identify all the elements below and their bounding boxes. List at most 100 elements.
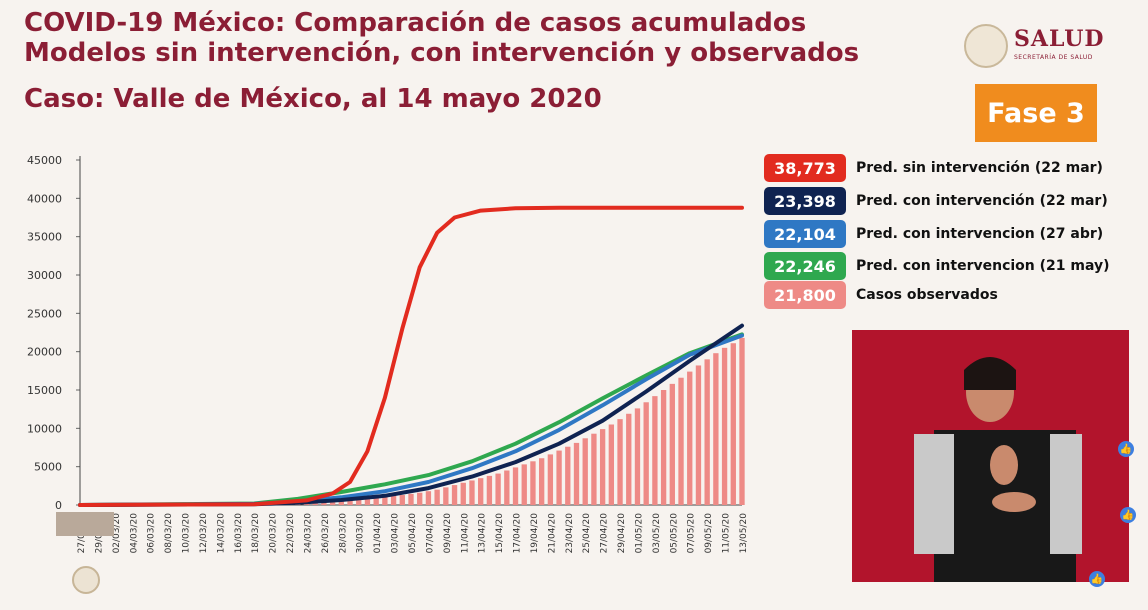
observed-bar — [329, 501, 336, 505]
y-tick-label: 45000 — [27, 154, 62, 167]
observed-bar — [338, 500, 344, 505]
x-tick-label: 30/03/20 — [356, 513, 366, 554]
observed-bar — [695, 365, 702, 505]
observed-bar — [364, 498, 371, 505]
x-tick-label: 01/05/20 — [634, 513, 644, 554]
observed-bar — [390, 495, 397, 505]
observed-bar — [469, 480, 475, 505]
legend-value-badge: 21,800 — [764, 281, 846, 309]
x-tick-label: 25/04/20 — [582, 513, 592, 554]
x-tick-label: 03/04/20 — [391, 513, 401, 554]
like-icon[interactable]: 👍 — [1089, 571, 1105, 587]
x-tick-label: 06/03/20 — [147, 513, 157, 554]
y-tick-label: 30000 — [27, 269, 62, 282]
y-tick-label: 0 — [55, 499, 62, 512]
observed-bar — [556, 450, 562, 505]
y-tick-label: 40000 — [27, 192, 62, 205]
x-tick-label: 26/03/20 — [321, 513, 331, 554]
x-tick-label: 04/03/20 — [129, 513, 139, 554]
observed-bar — [373, 497, 379, 505]
title-line-1: COVID-19 México: Comparación de casos ac… — [24, 8, 807, 38]
x-tick-label: 11/05/20 — [722, 513, 732, 554]
series-line — [78, 205, 744, 507]
legend-label: Casos observados — [856, 287, 998, 303]
observed-bar — [356, 498, 362, 505]
x-tick-label: 02/03/20 — [112, 513, 122, 554]
legend-label: Pred. con intervención (22 mar) — [856, 193, 1108, 209]
observed-bar — [573, 442, 580, 505]
x-tick-label: 07/05/20 — [687, 513, 697, 554]
like-icon[interactable]: 👍 — [1118, 441, 1134, 457]
chart-title: COVID-19 México: Comparación de casos ac… — [24, 8, 859, 68]
observed-bar — [652, 396, 658, 505]
x-tick-label: 28/03/20 — [338, 513, 348, 554]
observed-bar — [434, 489, 440, 505]
like-icon[interactable]: 👍 — [1120, 507, 1136, 523]
observed-bar — [478, 478, 484, 505]
x-tick-label: 07/04/20 — [425, 513, 435, 554]
phase-badge: Fase 3 — [975, 84, 1097, 142]
legend-item: 22,246 Pred. con intervencion (21 may) — [764, 252, 1124, 280]
observed-bar — [608, 424, 615, 505]
observed-bar — [347, 499, 353, 505]
x-tick-label: 21/04/20 — [547, 513, 557, 554]
observed-bar — [460, 482, 466, 505]
legend-label: Pred. sin intervención (22 mar) — [856, 160, 1103, 176]
observed-bar — [495, 473, 501, 505]
observed-bar — [669, 383, 675, 505]
y-tick-label: 35000 — [27, 231, 62, 244]
series-line — [78, 332, 744, 507]
observed-bar — [660, 390, 667, 505]
observed-bar — [399, 495, 405, 505]
observed-bar — [626, 413, 632, 505]
observed-bar — [486, 475, 493, 505]
x-tick-label: 03/05/20 — [652, 513, 662, 554]
observed-bar — [704, 359, 710, 505]
observed-bar — [451, 485, 458, 505]
salud-logo: SALUD SECRETARÍA DE SALUD — [964, 24, 1114, 68]
legend-label: Pred. con intervencion (27 abr) — [856, 226, 1104, 242]
x-tick-label: 29/04/20 — [617, 513, 627, 554]
observed-bar — [565, 446, 571, 505]
observed-bar — [678, 377, 684, 505]
observed-bar — [599, 429, 606, 505]
x-tick-label: 15/04/20 — [495, 513, 505, 554]
chart: 0 5000 10000 15000 20000 25000 30000 35000 40000… — [27, 154, 749, 554]
legend-value-badge: 38,773 — [764, 154, 846, 182]
observed-bar — [530, 461, 536, 505]
observed-bar — [547, 454, 554, 505]
observed-bar — [617, 419, 623, 505]
logo-subtext: SECRETARÍA DE SALUD — [1014, 54, 1093, 61]
interpreter-figure — [852, 330, 1129, 582]
legend-value-badge: 23,398 — [764, 187, 846, 215]
x-tick-label: 08/03/20 — [164, 513, 174, 554]
x-tick-label: 24/03/20 — [303, 513, 313, 554]
x-tick-label: 20/03/20 — [269, 513, 279, 554]
legend-item: 21,800 Casos observados — [764, 281, 1124, 309]
observed-bar — [687, 371, 693, 505]
observed-bar — [643, 402, 649, 505]
observed-bar — [721, 347, 728, 505]
legend-item: 23,398 Pred. con intervención (22 mar) — [764, 187, 1124, 215]
observed-bar — [730, 343, 736, 505]
observed-bar — [408, 493, 414, 505]
y-tick-label: 20000 — [27, 346, 62, 359]
logo-text: SALUD — [1014, 26, 1105, 52]
title-line-2: Modelos sin intervención, con intervenci… — [24, 38, 860, 68]
x-tick-label: 19/04/20 — [530, 513, 540, 554]
y-tick-label: 10000 — [27, 422, 62, 435]
legend-item: 38,773 Pred. sin intervención (22 mar) — [764, 154, 1124, 182]
observed-bar — [504, 470, 510, 505]
observed-bar — [312, 502, 318, 505]
x-tick-label: 17/04/20 — [513, 513, 523, 554]
x-tick-label: 13/05/20 — [739, 513, 749, 554]
observed-bar — [713, 353, 719, 505]
x-tick-label: 05/05/20 — [669, 513, 679, 554]
x-tick-label: 05/04/20 — [408, 513, 418, 554]
y-tick-label: 5000 — [34, 461, 62, 474]
observed-bar — [382, 496, 388, 505]
x-tick-label: 09/04/20 — [443, 513, 453, 554]
x-tick-label: 18/03/20 — [251, 513, 261, 554]
seal-icon — [72, 566, 100, 594]
observed-bar — [425, 491, 432, 505]
